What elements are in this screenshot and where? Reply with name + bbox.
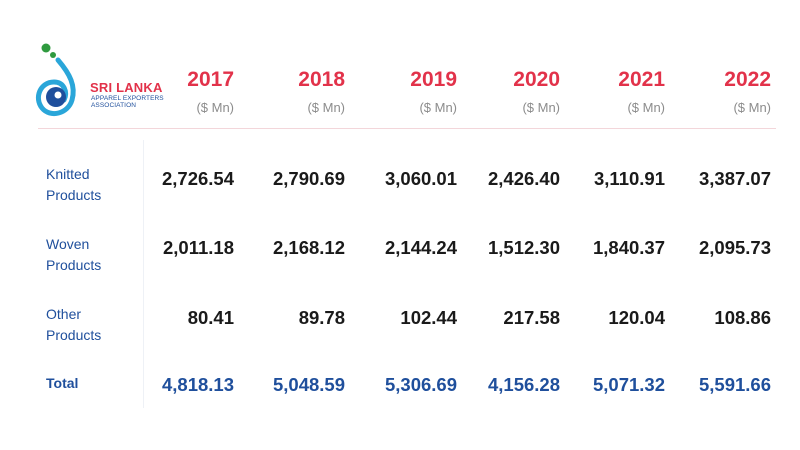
value-cell: 1,840.37 [592, 237, 665, 258]
value-cell: 2,095.73 [698, 237, 771, 258]
year-header: 2017 [187, 68, 234, 91]
year-header: 2021 [618, 68, 665, 91]
total-value-cell: 4,818.13 [161, 374, 234, 395]
header-divider [38, 128, 776, 129]
label-column-divider [143, 140, 144, 408]
total-value-cell: 5,048.59 [272, 374, 345, 395]
value-cell: 120.04 [608, 307, 665, 328]
unit-label: ($ Mn) [627, 100, 665, 115]
value-cell: 108.86 [714, 307, 771, 328]
row-label-line: Total [46, 375, 79, 391]
row-label-woven: Woven Products [46, 234, 101, 276]
value-cell: 217.58 [503, 307, 560, 328]
row-label-line: Woven [46, 236, 90, 252]
value-cell: 89.78 [298, 307, 345, 328]
row-label-line: Products [46, 257, 102, 273]
logo-subtitle-line: APPAREL EXPORTERS [91, 95, 164, 102]
unit-label: ($ Mn) [733, 100, 771, 115]
value-cell: 1,512.30 [487, 237, 560, 258]
row-label-line: Products [46, 187, 102, 203]
value-cell: 3,387.07 [698, 168, 771, 189]
total-value-cell: 5,591.66 [698, 374, 771, 395]
logo-name: SRI LANKA [90, 80, 163, 95]
row-label-total: Total [46, 373, 78, 394]
logo-drop-icon [36, 43, 76, 117]
value-cell: 2,144.24 [384, 237, 457, 258]
total-value-cell: 5,071.32 [592, 374, 665, 395]
value-cell: 2,790.69 [272, 168, 345, 189]
unit-label: ($ Mn) [196, 100, 234, 115]
year-header: 2019 [410, 68, 457, 91]
row-label-other: Other Products [46, 304, 101, 346]
year-header: 2020 [513, 68, 560, 91]
value-cell: 102.44 [400, 307, 457, 328]
value-cell: 2,168.12 [272, 237, 345, 258]
row-label-knitted: Knitted Products [46, 164, 101, 206]
value-cell: 3,110.91 [594, 168, 665, 189]
value-cell: 2,426.40 [487, 168, 560, 189]
total-value-cell: 5,306.69 [384, 374, 457, 395]
unit-label: ($ Mn) [522, 100, 560, 115]
total-value-cell: 4,156.28 [487, 374, 560, 395]
logo-subtitle-line: ASSOCIATION [91, 102, 137, 109]
year-header: 2022 [724, 68, 771, 91]
row-label-line: Products [46, 327, 102, 343]
sri-lanka-apparel-exporters-logo: SRI LANKA APPAREL EXPORTERS ASSOCIATION [34, 42, 184, 122]
row-label-line: Knitted [46, 166, 90, 182]
row-label-line: Other [46, 306, 82, 322]
value-cell: 3,060.01 [384, 168, 457, 189]
year-header: 2018 [298, 68, 345, 91]
value-cell: 80.41 [187, 307, 234, 328]
logo-subtitle: APPAREL EXPORTERS ASSOCIATION [91, 95, 164, 109]
value-cell: 2,011.18 [163, 237, 234, 258]
unit-label: ($ Mn) [307, 100, 345, 115]
value-cell: 2,726.54 [161, 168, 234, 189]
logo-name-first: SRI LANKA [90, 80, 163, 95]
unit-label: ($ Mn) [419, 100, 457, 115]
